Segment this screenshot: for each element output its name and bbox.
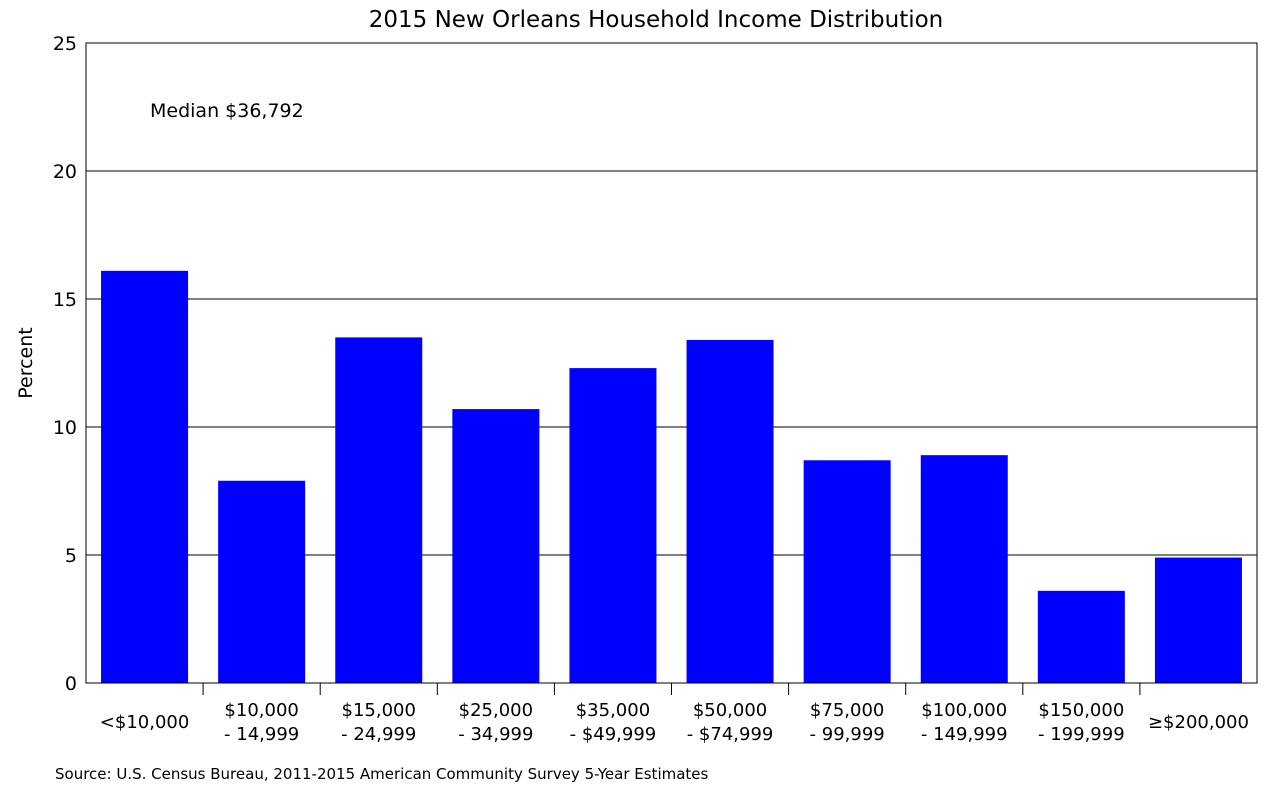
x-tick-label: $50,000- $74,999 <box>687 700 774 745</box>
y-axis-ticks: 0 5 10 15 20 25 <box>53 33 77 695</box>
y-tick-label: 15 <box>53 289 77 311</box>
x-tick-label: <$10,000 <box>100 712 190 733</box>
chart-title: 2015 New Orleans Household Income Distri… <box>369 7 944 33</box>
source-note: Source: U.S. Census Bureau, 2011-2015 Am… <box>55 765 709 783</box>
x-tick-label: $150,000- 199,999 <box>1038 700 1125 745</box>
y-axis-label: Percent <box>15 327 37 399</box>
bar <box>569 368 657 683</box>
x-tick-label: $75,000- 99,999 <box>810 700 885 745</box>
bar <box>1154 557 1242 683</box>
x-axis-ticks: <$10,000 $10,000- 14,999 $15,000- 24,999 $2… <box>100 683 1249 745</box>
bar <box>335 337 423 683</box>
y-tick-label: 20 <box>53 161 77 183</box>
bar <box>803 460 891 683</box>
bars <box>101 270 1242 683</box>
x-tick-label: $10,000- 14,999 <box>224 700 299 745</box>
bar <box>101 270 189 683</box>
y-tick-label: 10 <box>53 417 77 439</box>
x-tick-label: $25,000- 34,999 <box>458 700 533 745</box>
y-tick-label: 5 <box>65 545 77 567</box>
bar <box>452 409 540 683</box>
median-annotation: Median $36,792 <box>150 100 304 122</box>
y-tick-label: 25 <box>53 33 77 55</box>
x-tick-label: $15,000- 24,999 <box>341 700 416 745</box>
x-tick-label: $100,000- 149,999 <box>921 700 1008 745</box>
bar <box>686 339 774 683</box>
y-tick-label: 0 <box>65 673 77 695</box>
bar <box>1037 590 1125 683</box>
x-tick-label: ≥$200,000 <box>1148 712 1249 733</box>
x-tick-label: $35,000- $49,999 <box>570 700 657 745</box>
bar <box>920 455 1008 683</box>
bar <box>218 480 306 683</box>
